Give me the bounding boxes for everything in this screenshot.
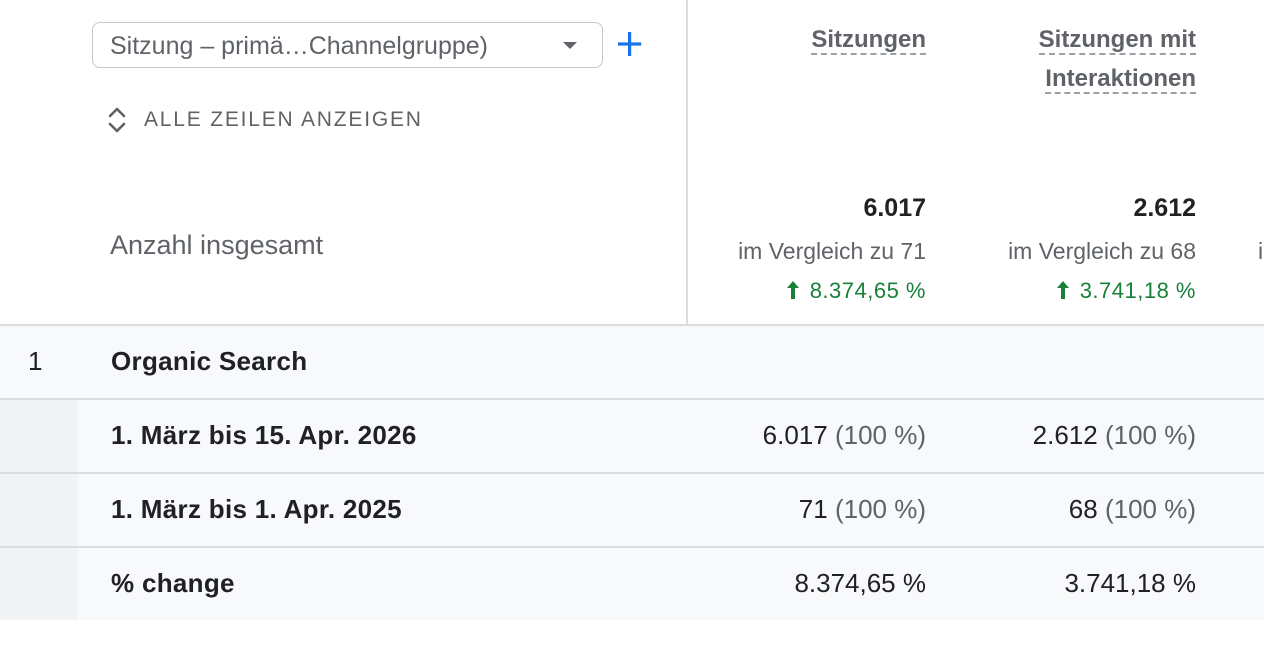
unfold-more-icon: [108, 107, 126, 133]
table-row[interactable]: % change 8.374,65 % 3.741,18 %: [0, 546, 1264, 620]
total-engaged-sessions-change: 3.741,18 %: [896, 278, 1196, 304]
table-row[interactable]: 1. März bis 15. Apr. 2026 6.017 (100 %) …: [0, 398, 1264, 472]
column-header-engaged-sessions[interactable]: Sitzungen mit Interaktionen: [1038, 20, 1196, 98]
total-sessions-change: 8.374,65 %: [626, 278, 926, 304]
row-label: % change: [111, 568, 235, 598]
table-row[interactable]: 1 Organic Search: [0, 324, 1264, 398]
next-column-cutoff: i: [1258, 238, 1264, 264]
totals-label: Anzahl insgesamt: [110, 230, 324, 260]
total-sessions-compare: im Vergleich zu 71: [738, 238, 926, 264]
dimension-selector[interactable]: Sitzung – primä…Channelgruppe): [92, 22, 603, 68]
cell-sessions: 8.374,65 %: [794, 568, 926, 598]
column-header-sessions[interactable]: Sitzungen: [811, 26, 926, 55]
cell-sessions: 6.017 (100 %): [762, 420, 926, 450]
dropdown-caret-icon: [563, 42, 577, 49]
row-label: Organic Search: [111, 346, 308, 376]
row-label: 1. März bis 1. Apr. 2025: [111, 494, 402, 524]
show-all-rows-label: ALLE ZEILEN ANZEIGEN: [144, 108, 423, 131]
cell-engaged-sessions: 2.612 (100 %): [1032, 420, 1196, 450]
column-header-line1: Sitzungen mit: [1038, 26, 1196, 55]
arrow-up-icon: [1056, 281, 1069, 299]
cell-engaged-sessions: 3.741,18 %: [1064, 568, 1196, 598]
arrow-up-icon: [786, 281, 799, 299]
dimension-selector-value: Sitzung – primä…Channelgruppe): [110, 32, 488, 60]
add-dimension-plus-icon[interactable]: [616, 26, 644, 62]
column-header-line2: Interaktionen: [1045, 65, 1196, 94]
total-engaged-sessions-value: 2.612: [1133, 194, 1196, 222]
cell-engaged-sessions: 68 (100 %): [1068, 494, 1196, 524]
row-index: 1: [28, 346, 43, 376]
row-label: 1. März bis 15. Apr. 2026: [111, 420, 417, 450]
table-row[interactable]: 1. März bis 1. Apr. 2025 71 (100 %) 68 (…: [0, 472, 1264, 546]
column-divider: [686, 0, 688, 620]
total-sessions-value: 6.017: [863, 194, 926, 222]
cell-sessions: 71 (100 %): [798, 494, 926, 524]
total-engaged-sessions-compare: im Vergleich zu 68: [1008, 238, 1196, 264]
